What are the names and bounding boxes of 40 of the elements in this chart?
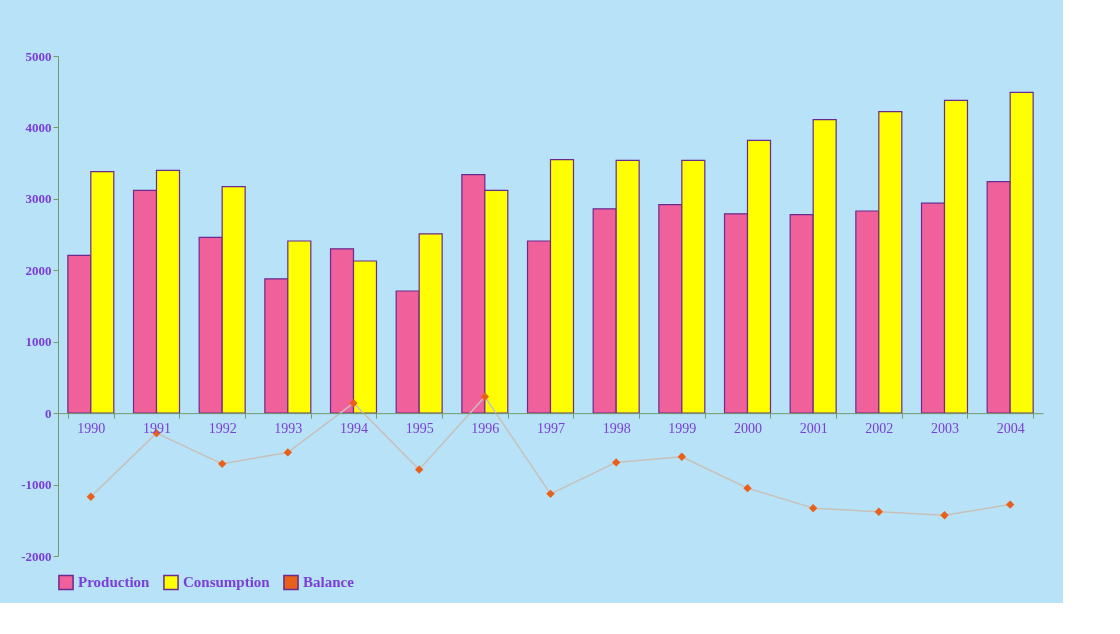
- point: [677, 452, 687, 461]
- point: [611, 458, 621, 467]
- x-tick-label: 2001: [799, 420, 828, 436]
- x-tick-label: 1990: [77, 420, 106, 436]
- point: [743, 483, 752, 493]
- point: [546, 489, 555, 499]
- legend-label: Balance: [303, 574, 355, 591]
- y-tick-label: 5000: [25, 48, 52, 64]
- y-tick-label: 0: [45, 405, 52, 421]
- x-tick-label: 1993: [274, 420, 303, 436]
- y-tick-label: 4000: [25, 119, 52, 135]
- point: [86, 492, 96, 501]
- point: [349, 398, 358, 408]
- point: [414, 465, 424, 474]
- x-tick-label: 1994: [340, 420, 368, 436]
- x-tick-label: 2000: [734, 420, 762, 436]
- y-tick-label: 3000: [25, 191, 52, 207]
- y-tick-label: 2000: [25, 262, 52, 278]
- x-tick-label: 1998: [602, 420, 631, 436]
- x-tick-label: 1992: [208, 420, 237, 436]
- x-tick-label: 1996: [471, 420, 500, 436]
- point: [217, 459, 227, 469]
- point: [940, 511, 949, 520]
- x-tick-label: 1991: [143, 420, 171, 436]
- x-tick-label: 2002: [865, 420, 894, 436]
- legend-label: Production: [78, 574, 151, 591]
- point: [808, 503, 818, 513]
- x-tick-label: 2004: [996, 420, 1025, 436]
- legend-label: Consumption: [183, 574, 271, 591]
- point: [874, 507, 884, 516]
- x-tick-label: 1995: [405, 420, 434, 436]
- point: [480, 392, 490, 401]
- y-tick-label: -1000: [21, 477, 52, 493]
- x-tick-label: 1999: [668, 420, 697, 436]
- y-tick-label: 1000: [25, 334, 52, 350]
- y-tick-label: -2000: [21, 548, 52, 564]
- x-tick-label: 1997: [537, 420, 565, 436]
- point: [1005, 500, 1015, 509]
- x-tick-label: 2003: [931, 420, 959, 436]
- point: [283, 448, 293, 457]
